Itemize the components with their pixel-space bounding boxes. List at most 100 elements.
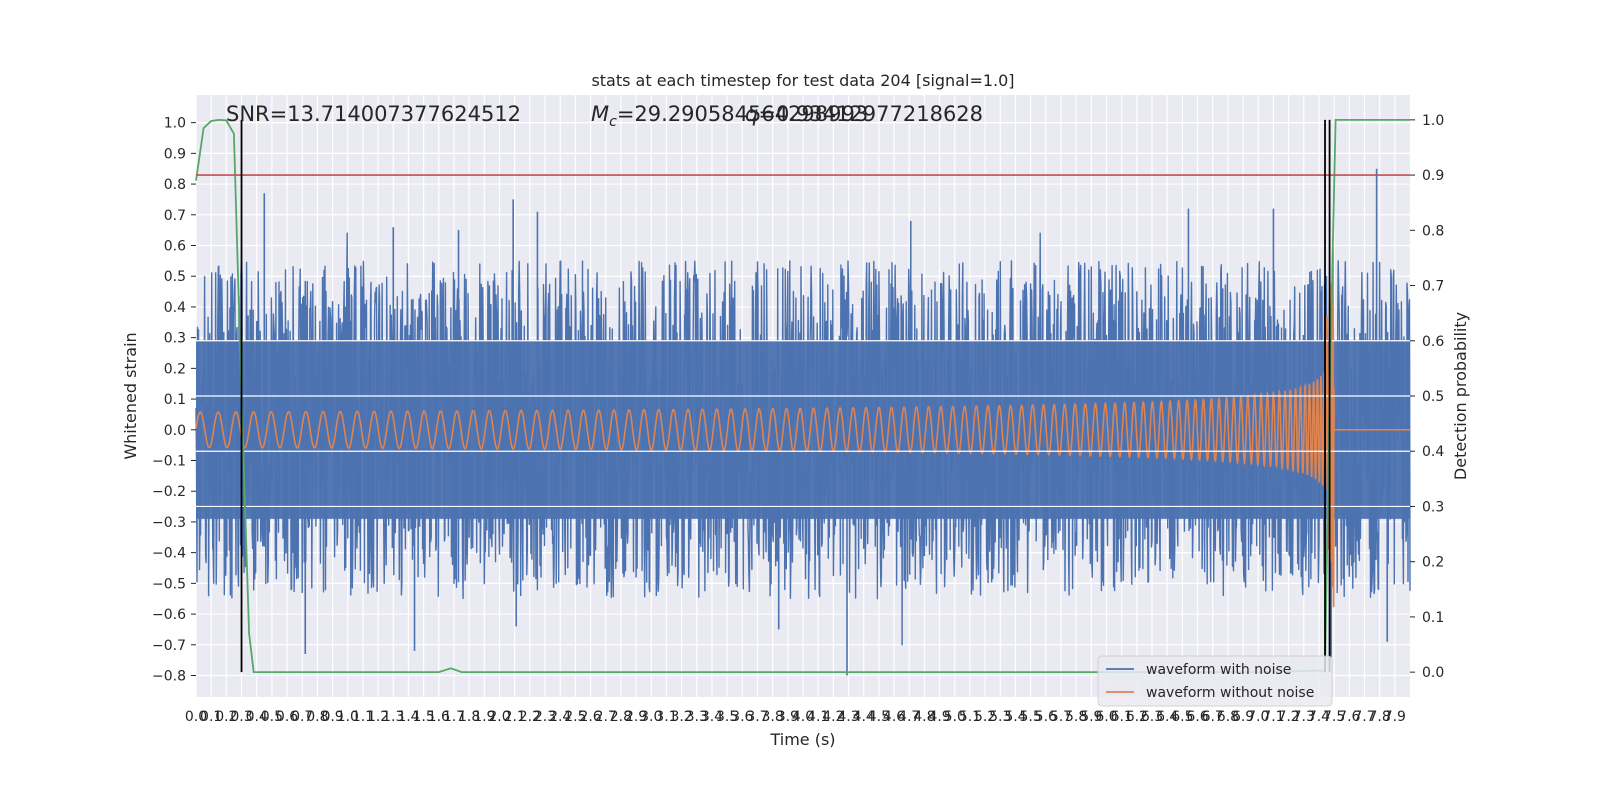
x-tick-label: 5.8	[1065, 709, 1087, 725]
x-tick-label: 7.6	[1338, 709, 1360, 725]
x-tick-label: 4.0	[792, 709, 814, 725]
y-tick-label: 0.6	[164, 239, 186, 255]
x-tick-label: 4.2	[822, 709, 844, 725]
x-tick-label: 4.6	[883, 709, 905, 725]
y2-tick-label: 0.3	[1422, 499, 1444, 515]
x-tick-label: 7.9	[1384, 709, 1406, 725]
y-tick-label: −0.2	[152, 484, 186, 500]
x-tick-label: 7.4	[1308, 709, 1330, 725]
x-tick-label: 4.7	[898, 709, 920, 725]
annotation-chirp-mass-value: =29.290584564298993	[617, 102, 868, 126]
x-tick-label: 0.2	[215, 709, 237, 725]
chart-title: stats at each timestep for test data 204…	[591, 71, 1014, 90]
y-tick-label: 0.4	[164, 300, 186, 316]
y2-tick-label: 0.4	[1422, 444, 1444, 460]
y-tick-label: 0.7	[164, 208, 186, 224]
series-waveform-without-noise	[195, 249, 1410, 608]
x-axis-label: Time (s)	[769, 730, 835, 749]
x-tick-label: 1.4	[397, 709, 419, 725]
y2-axis-label: Detection probability	[1451, 312, 1470, 480]
x-tick-label: 7.3	[1293, 709, 1315, 725]
x-tick-label: 0.7	[291, 709, 313, 725]
x-tick-label: 5.6	[1035, 709, 1057, 725]
annotation-mass-ratio: q=0.93412977218628	[745, 102, 983, 126]
x-tick-label: 5.2	[974, 709, 996, 725]
x-tick-label: 2.5	[564, 709, 586, 725]
x-tick-label: 1.6	[428, 709, 450, 725]
x-tick-label: 6.2	[1126, 709, 1148, 725]
y2-axis-ticks: 0.0 0.1 0.2 0.3 0.4 0.5 0.6 0.7 0.8 0.9 1.0	[1410, 113, 1444, 681]
y2-tick-label: 1.0	[1422, 113, 1444, 129]
x-tick-label: 3.4	[701, 709, 723, 725]
x-tick-label: 1.5	[412, 709, 434, 725]
x-tick-label: 2.4	[549, 709, 571, 725]
y-tick-label: 0.5	[164, 269, 186, 285]
x-tick-label: 3.5	[716, 709, 738, 725]
x-tick-label: 2.8	[610, 709, 632, 725]
y-tick-label: 0.8	[164, 177, 186, 193]
x-tick-label: 3.3	[686, 709, 708, 725]
y-axis-ticks: −0.8 −0.7 −0.6 −0.5 −0.4 −0.3 −0.2 −0.1 0.0 0.1 0.…	[152, 116, 196, 685]
y-tick-label: 1.0	[164, 116, 186, 132]
x-tick-label: 0.6	[276, 709, 298, 725]
y2-tick-label: 0.2	[1422, 555, 1444, 571]
y-tick-label: 0.0	[164, 423, 186, 439]
y2-tick-label: 0.5	[1422, 389, 1444, 405]
y-tick-label: −0.7	[152, 638, 186, 654]
x-tick-label: 5.7	[1050, 709, 1072, 725]
x-tick-label: 2.2	[519, 709, 541, 725]
annotation-mass-ratio-value: =0.93412977218628	[758, 102, 983, 126]
x-tick-label: 4.3	[837, 709, 859, 725]
x-tick-label: 3.7	[746, 709, 768, 725]
x-tick-label: 7.2	[1277, 709, 1299, 725]
x-tick-label: 3.9	[777, 709, 799, 725]
x-tick-label: 6.0	[1095, 709, 1117, 725]
y-tick-label: −0.3	[152, 515, 186, 531]
x-tick-label: 1.7	[443, 709, 465, 725]
x-tick-label: 5.0	[944, 709, 966, 725]
annotation-chirp-mass-symbol: M	[591, 102, 609, 126]
x-tick-label: 6.4	[1156, 709, 1178, 725]
x-tick-label: 2.1	[504, 709, 526, 725]
annotation-mass-ratio-symbol: q	[745, 102, 758, 126]
x-tick-label: 5.3	[989, 709, 1011, 725]
x-tick-label: 3.2	[670, 709, 692, 725]
legend-label: waveform without noise	[1146, 685, 1314, 701]
x-tick-label: 6.6	[1186, 709, 1208, 725]
annotation-chirp-mass-subscript: c	[609, 114, 617, 130]
x-tick-label: 1.8	[458, 709, 480, 725]
x-tick-label: 0.1	[200, 709, 222, 725]
x-tick-label: 6.7	[1202, 709, 1224, 725]
x-tick-label: 1.0	[337, 709, 359, 725]
y2-tick-label: 0.8	[1422, 223, 1444, 239]
x-tick-label: 0.5	[261, 709, 283, 725]
x-tick-label: 6.8	[1217, 709, 1239, 725]
x-tick-label: 3.1	[655, 709, 677, 725]
y-tick-label: −0.8	[152, 669, 186, 685]
annotation-snr: SNR=13.714007377624512	[226, 102, 521, 126]
y-tick-label: 0.3	[164, 331, 186, 347]
x-tick-label: 6.1	[1111, 709, 1133, 725]
x-tick-label: 6.3	[1141, 709, 1163, 725]
x-tick-label: 2.7	[595, 709, 617, 725]
x-tick-label: 6.9	[1232, 709, 1254, 725]
x-tick-label: 3.6	[731, 709, 753, 725]
detection-markers	[240, 119, 1331, 673]
x-tick-label: 2.6	[579, 709, 601, 725]
x-tick-label: 0.3	[230, 709, 252, 725]
y2-tick-label: 0.6	[1422, 334, 1444, 350]
x-tick-label: 4.1	[807, 709, 829, 725]
x-tick-label: 3.0	[640, 709, 662, 725]
y2-tick-label: 0.9	[1422, 168, 1444, 184]
y-tick-label: 0.9	[164, 146, 186, 162]
y2-tick-label: 0.0	[1422, 665, 1444, 681]
x-tick-label: 6.5	[1171, 709, 1193, 725]
y2-tick-label: 0.1	[1422, 610, 1444, 626]
x-tick-label: 1.2	[367, 709, 389, 725]
x-tick-label: 7.1	[1262, 709, 1284, 725]
right-axis-grid	[196, 340, 1410, 508]
x-tick-label: 4.9	[928, 709, 950, 725]
x-tick-label: 0.8	[306, 709, 328, 725]
x-tick-label: 5.9	[1080, 709, 1102, 725]
